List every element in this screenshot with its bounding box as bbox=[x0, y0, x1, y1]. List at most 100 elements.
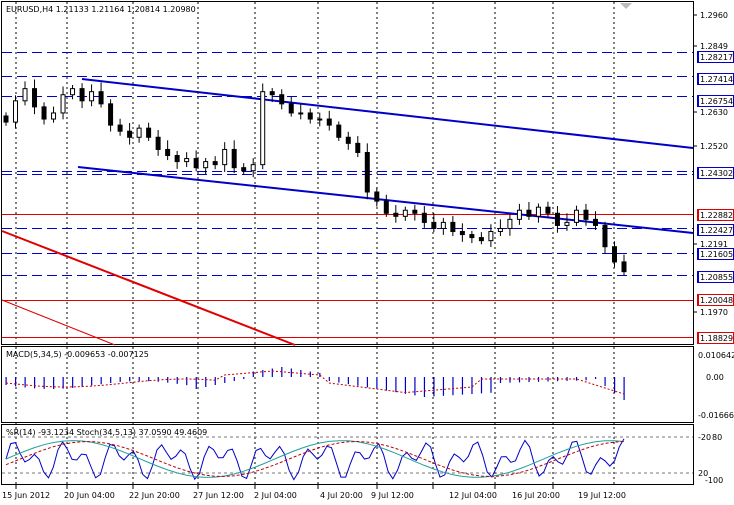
macd-bar bbox=[5, 377, 7, 385]
candle-body bbox=[127, 130, 133, 138]
candle-body bbox=[212, 161, 218, 166]
price-tick-label: 1.2849 bbox=[700, 42, 728, 51]
macd-bar bbox=[100, 377, 102, 385]
stoch-main-line bbox=[5, 440, 625, 478]
stoch-signal-line bbox=[5, 440, 625, 478]
candle-body bbox=[89, 91, 95, 102]
oscillator-label: %R(14) -93.1234 Stoch(34,5,13) 37.0590 4… bbox=[6, 428, 207, 437]
candle-body bbox=[431, 221, 437, 229]
macd-bar bbox=[604, 377, 606, 386]
time-tick-label: 12 Jul 04:00 bbox=[449, 491, 497, 500]
macd-bar bbox=[594, 377, 597, 379]
price-level-label: 1.20855 bbox=[700, 273, 733, 282]
price-tick-label: 1.1970 bbox=[700, 308, 728, 317]
candle-body bbox=[573, 209, 579, 223]
candle-body bbox=[32, 88, 38, 108]
macd-panel-frame[interactable] bbox=[1, 346, 694, 423]
macd-bar bbox=[157, 377, 159, 382]
price-level-tag-inner bbox=[699, 96, 733, 106]
macd-bar bbox=[585, 377, 587, 381]
macd-bar bbox=[623, 377, 625, 400]
candle-body bbox=[497, 227, 503, 233]
candle-body bbox=[564, 221, 570, 226]
candle-body bbox=[478, 237, 484, 242]
price-tick-label: 1.2520 bbox=[700, 142, 728, 151]
price-level-label: 1.24302 bbox=[700, 169, 733, 178]
macd-bar bbox=[262, 370, 264, 377]
price-level-tag-inner bbox=[699, 333, 733, 343]
macd-bar bbox=[442, 377, 445, 396]
time-tick-label: 22 Jun 20:00 bbox=[129, 491, 180, 500]
upper-channel-line[interactable] bbox=[81, 78, 694, 149]
macd-bar bbox=[366, 377, 368, 388]
candle-body bbox=[440, 221, 446, 229]
macd-bar bbox=[119, 377, 121, 382]
time-tick-label: 9 Jul 12:00 bbox=[371, 491, 414, 500]
macd-bar bbox=[528, 377, 530, 383]
candle-body bbox=[516, 209, 522, 220]
macd-bar bbox=[214, 377, 216, 385]
candle-body bbox=[393, 212, 399, 217]
red-trend-line-thick[interactable] bbox=[1, 230, 296, 346]
time-tick-label: 2 Jul 04:00 bbox=[254, 491, 297, 500]
candle-body bbox=[412, 209, 418, 214]
macd-bar bbox=[43, 377, 45, 389]
macd-bar bbox=[24, 377, 26, 388]
candle-body bbox=[165, 148, 171, 157]
red-trend-line-thin[interactable] bbox=[1, 299, 116, 346]
macd-bar bbox=[138, 377, 140, 382]
price-level-tag-inner bbox=[699, 272, 733, 282]
macd-bar bbox=[233, 377, 235, 381]
macd-bar bbox=[205, 377, 207, 387]
macd-bar bbox=[186, 377, 188, 386]
price-level-tag-inner bbox=[699, 295, 733, 305]
macd-bar bbox=[176, 377, 178, 384]
candle-body bbox=[450, 221, 456, 233]
price-axis: 1.2960 1.2849 1.2630 1.2520 1.2191 1.1970 bbox=[693, 11, 728, 317]
osc-level-top: -20 bbox=[698, 433, 711, 442]
candle-body bbox=[3, 115, 9, 123]
candle-body bbox=[222, 148, 228, 166]
price-panel-frame[interactable] bbox=[1, 1, 694, 345]
macd-bar bbox=[471, 377, 473, 394]
candle-body bbox=[364, 151, 370, 193]
time-tick-label: 16 Jul 20:00 bbox=[512, 491, 560, 500]
macd-histogram bbox=[5, 367, 625, 400]
price-level-label: 1.28217 bbox=[700, 53, 733, 62]
macd-bar bbox=[271, 368, 273, 377]
price-level-label: 1.18829 bbox=[700, 334, 733, 343]
macd-bar bbox=[518, 377, 521, 383]
macd-bar bbox=[167, 377, 169, 383]
macd-bar bbox=[91, 377, 93, 386]
price-level-tag-inner bbox=[699, 74, 733, 84]
trend-lines bbox=[1, 78, 694, 346]
macd-bar bbox=[423, 377, 426, 397]
osc-level-top-alt: 80 bbox=[712, 433, 722, 442]
time-axis: 15 Jun 2012 20 Jun 04:00 22 Jun 20:00 27 Ju… bbox=[2, 485, 626, 500]
macd-bar bbox=[499, 377, 502, 383]
price-tick-label: 1.2191 bbox=[700, 240, 728, 249]
candle-body bbox=[146, 127, 152, 138]
lower-channel-line[interactable] bbox=[77, 166, 694, 234]
macd-bar bbox=[15, 377, 17, 387]
osc-level-bottom: 20 bbox=[698, 469, 708, 478]
candle-body bbox=[155, 136, 161, 150]
macd-bar bbox=[62, 377, 64, 389]
candle-body bbox=[174, 155, 180, 163]
candle-body bbox=[488, 231, 494, 242]
candle-body bbox=[402, 209, 408, 217]
osc-level-bottom-alt: -100 bbox=[705, 476, 723, 485]
candle-body bbox=[602, 224, 608, 248]
autoscroll-arrow-icon[interactable] bbox=[620, 3, 632, 9]
candle-body bbox=[41, 106, 47, 120]
oscillator-panel-frame[interactable] bbox=[1, 424, 694, 485]
candle-body bbox=[336, 124, 342, 138]
candle-body bbox=[469, 234, 475, 239]
oscillator-lines bbox=[2, 436, 693, 481]
candle-body bbox=[203, 161, 209, 169]
candle-body bbox=[459, 231, 465, 236]
candle-body bbox=[70, 88, 76, 96]
macd-label: MACD(5,34,5) -0.009653 -0.007125 bbox=[6, 350, 149, 359]
candle-body bbox=[535, 206, 541, 217]
